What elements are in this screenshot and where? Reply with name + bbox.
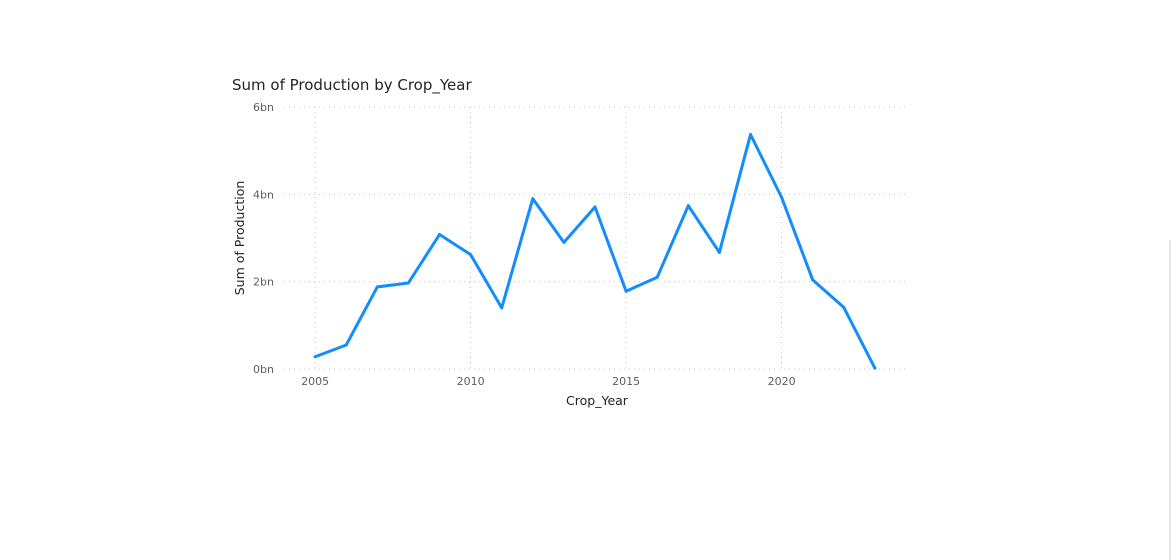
data-point <box>624 289 628 293</box>
page-edge-divider <box>1169 240 1171 560</box>
data-point <box>438 233 441 237</box>
y-axis-title: Sum of Production <box>232 181 247 296</box>
data-point <box>593 205 597 209</box>
x-tick-label: 2015 <box>612 375 640 388</box>
data-point <box>749 133 752 137</box>
gridlines <box>284 106 906 370</box>
series-line <box>313 133 877 370</box>
plot-area <box>313 133 877 370</box>
data-point <box>344 343 348 347</box>
data-point <box>406 281 410 285</box>
x-tick-label: 2020 <box>768 375 796 388</box>
data-point <box>531 197 535 201</box>
x-axis: 2005 2010 2015 2020 <box>301 375 795 388</box>
y-tick-label: 6bn <box>253 101 274 114</box>
y-axis: 0bn 2bn 4bn 6bn <box>253 101 274 376</box>
y-tick-label: 0bn <box>253 363 274 376</box>
data-point <box>842 305 846 309</box>
data-point <box>500 306 504 310</box>
data-point <box>780 195 784 199</box>
x-tick-label: 2005 <box>301 375 329 388</box>
data-point <box>873 366 877 370</box>
data-point <box>811 278 815 282</box>
data-point <box>313 355 317 359</box>
y-tick-label: 2bn <box>253 276 274 289</box>
x-axis-title: Crop_Year <box>566 393 629 408</box>
y-tick-label: 4bn <box>253 188 274 201</box>
x-tick-label: 2010 <box>457 375 485 388</box>
chart-title: Sum of Production by Crop_Year <box>232 76 472 95</box>
data-point <box>717 250 721 254</box>
data-point <box>375 285 379 289</box>
data-point <box>562 240 566 244</box>
data-point <box>686 204 690 208</box>
data-point <box>469 253 473 257</box>
data-point <box>655 275 659 279</box>
